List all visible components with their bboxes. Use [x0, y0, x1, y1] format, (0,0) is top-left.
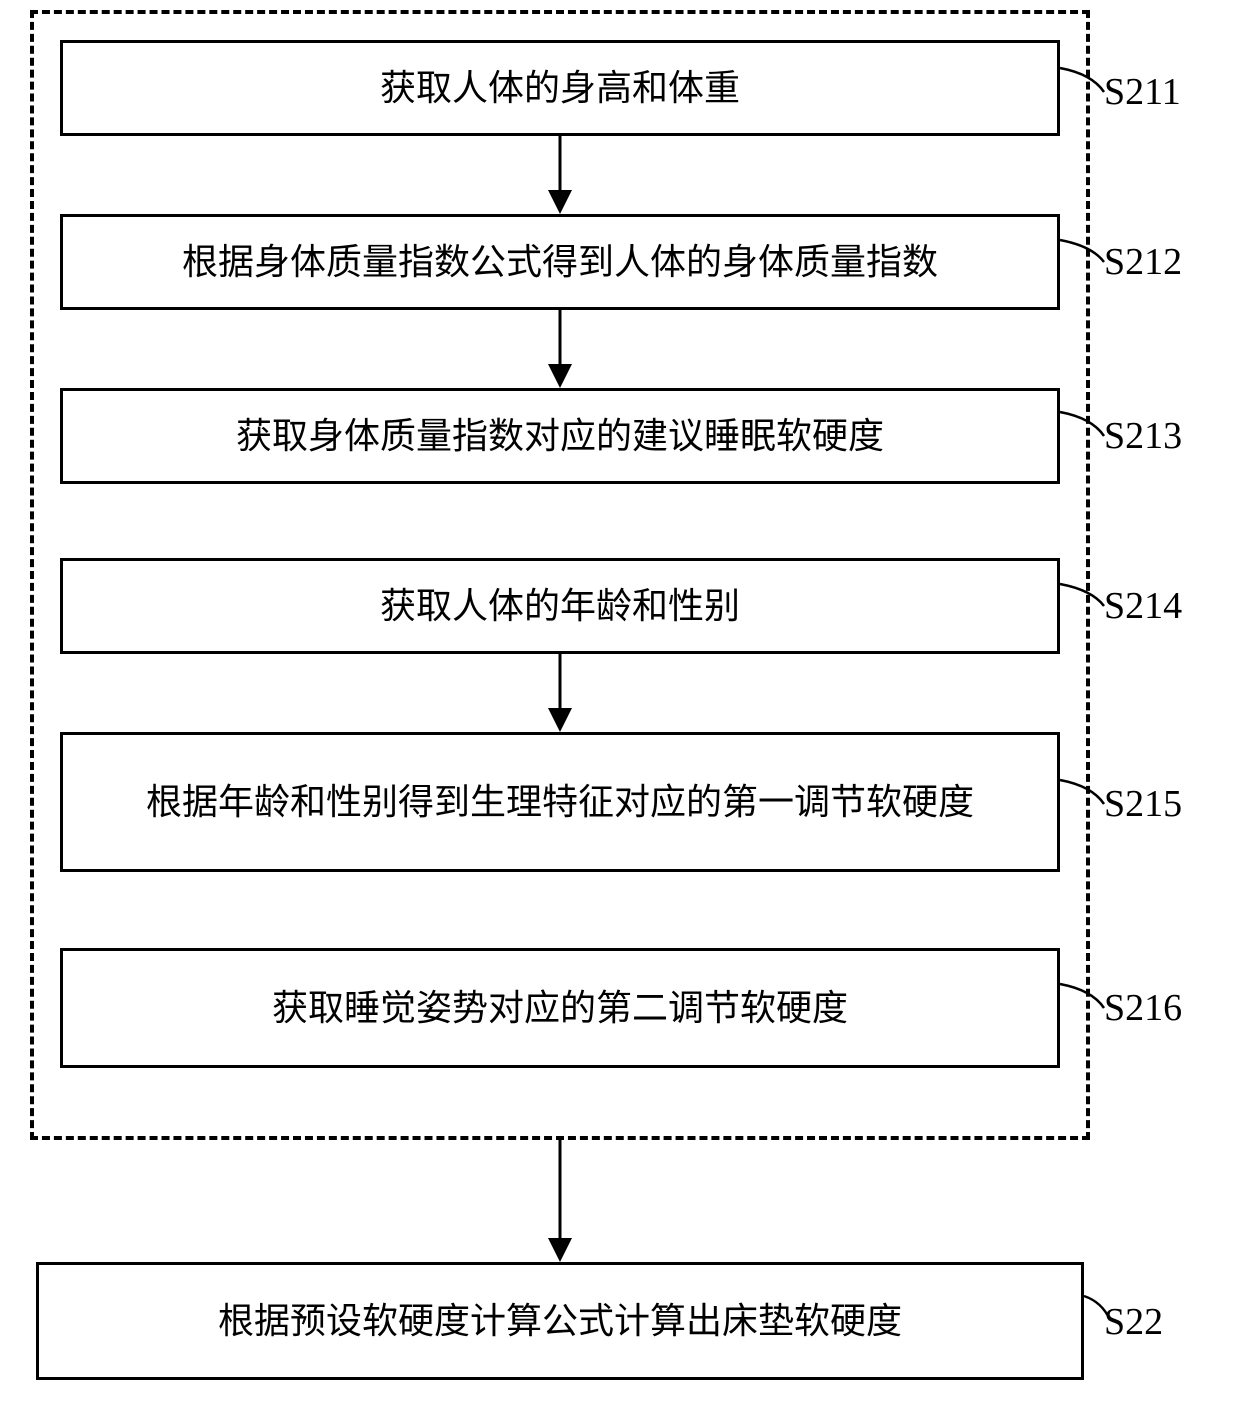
box-s211-text: 获取人体的身高和体重	[380, 64, 740, 113]
box-s213-text: 获取身体质量指数对应的建议睡眠软硬度	[236, 412, 884, 461]
box-s215: 根据年龄和性别得到生理特征对应的第一调节软硬度	[60, 732, 1060, 872]
label-s22: S22	[1104, 1300, 1163, 1344]
box-s213: 获取身体质量指数对应的建议睡眠软硬度	[60, 388, 1060, 484]
flowchart-canvas: 获取人体的身高和体重 根据身体质量指数公式得到人体的身体质量指数 获取身体质量指…	[0, 0, 1240, 1410]
box-s211: 获取人体的身高和体重	[60, 40, 1060, 136]
box-s214-text: 获取人体的年龄和性别	[380, 582, 740, 631]
box-s212: 根据身体质量指数公式得到人体的身体质量指数	[60, 214, 1060, 310]
box-s216: 获取睡觉姿势对应的第二调节软硬度	[60, 948, 1060, 1068]
label-s212: S212	[1104, 240, 1182, 284]
label-s211: S211	[1104, 70, 1181, 114]
box-s22: 根据预设软硬度计算公式计算出床垫软硬度	[36, 1262, 1084, 1380]
label-s213: S213	[1104, 414, 1182, 458]
box-s22-text: 根据预设软硬度计算公式计算出床垫软硬度	[218, 1297, 902, 1346]
box-s214: 获取人体的年龄和性别	[60, 558, 1060, 654]
label-s214: S214	[1104, 584, 1182, 628]
box-s216-text: 获取睡觉姿势对应的第二调节软硬度	[272, 984, 848, 1033]
box-s215-text: 根据年龄和性别得到生理特征对应的第一调节软硬度	[146, 778, 974, 827]
label-s215: S215	[1104, 782, 1182, 826]
box-s212-text: 根据身体质量指数公式得到人体的身体质量指数	[182, 238, 938, 287]
label-s216: S216	[1104, 986, 1182, 1030]
